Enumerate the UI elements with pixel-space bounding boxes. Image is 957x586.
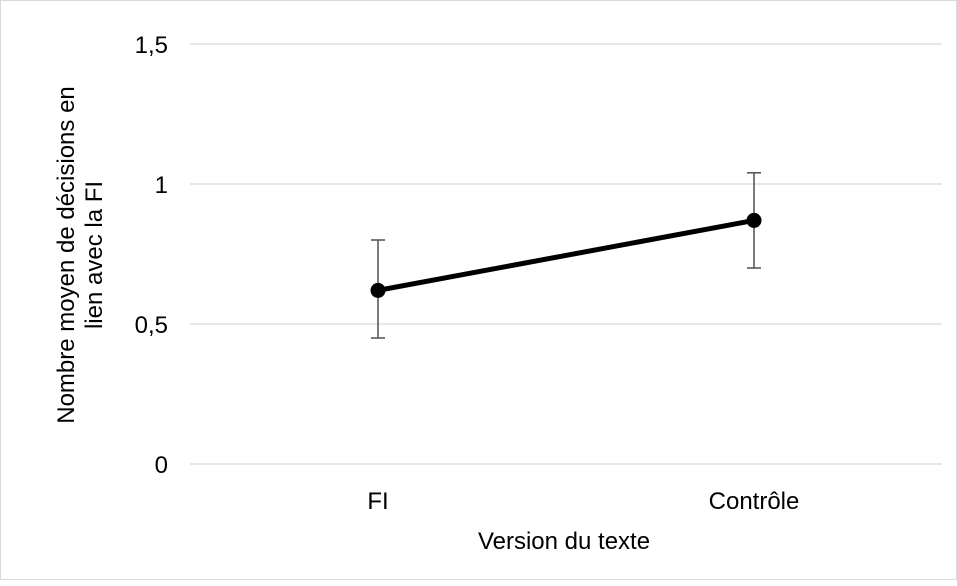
data-point: [370, 282, 386, 298]
x-axis-title: Version du texte: [478, 528, 650, 555]
y-axis-title: Nombre moyen de décisions en lien avec l…: [53, 86, 108, 424]
y-axis-title-line-1: Nombre moyen de décisions en: [53, 86, 80, 424]
x-axis-tick-labels: FI Contrôle: [367, 488, 799, 515]
series-line: [375, 217, 757, 293]
x-tick-label: Contrôle: [709, 488, 800, 515]
x-tick-label: FI: [367, 488, 388, 515]
y-tick-label: 0,5: [135, 312, 168, 339]
y-tick-label: 0: [155, 452, 168, 479]
gridlines: [190, 43, 942, 465]
y-axis-tick-labels: 0 0,5 1 1,5: [135, 32, 168, 479]
y-tick-label: 1: [155, 172, 168, 199]
series: [370, 212, 762, 298]
y-tick-label: 1,5: [135, 32, 168, 59]
y-axis-title-line-2: lien avec la FI: [81, 181, 108, 329]
data-point: [746, 212, 762, 228]
